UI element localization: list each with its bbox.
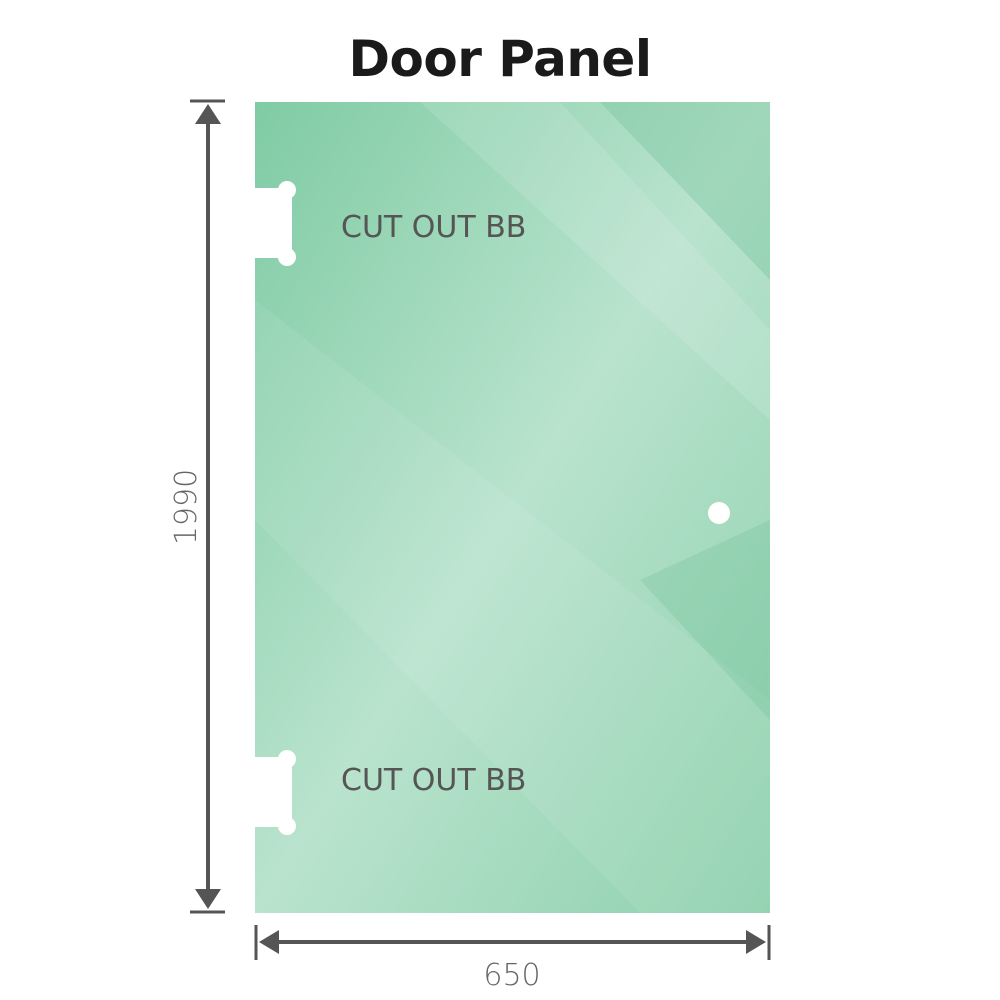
handle-hole <box>708 502 730 524</box>
height-dimension <box>190 99 225 914</box>
width-label: 650 <box>483 958 540 993</box>
glass-panel <box>255 102 770 913</box>
cutout-top <box>250 181 296 266</box>
cutout-label-bottom: CUT OUT BB <box>341 763 526 798</box>
height-label: 1990 <box>169 469 204 545</box>
cutout-bottom <box>250 750 296 835</box>
width-dimension <box>254 925 771 960</box>
cutout-label-top: CUT OUT BB <box>341 210 526 245</box>
page-title: Door Panel <box>348 30 652 88</box>
